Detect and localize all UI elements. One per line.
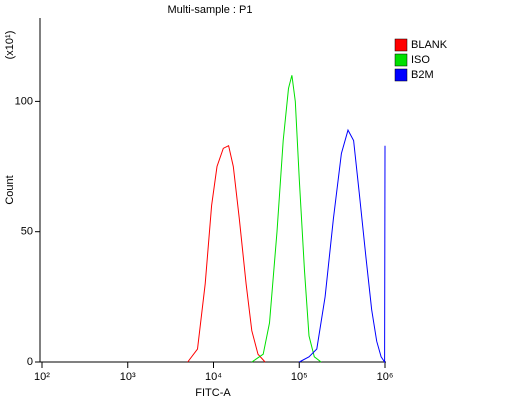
legend-swatch <box>394 68 408 82</box>
y-tick-label: 100 <box>15 95 33 107</box>
y-tick-label: 50 <box>21 226 33 238</box>
legend-swatch <box>394 38 408 52</box>
legend-label: ISO <box>411 54 430 66</box>
x-tick-label: 10⁴ <box>205 371 222 383</box>
x-tick-label: 10² <box>34 371 50 383</box>
series-line <box>187 144 266 363</box>
chart-title: Multi-sample : P1 <box>168 4 253 16</box>
legend-label: BLANK <box>411 39 448 51</box>
y-axis-unit: (x10¹) <box>4 31 16 60</box>
x-tick-label: 10⁵ <box>291 371 308 383</box>
y-tick-label: 0 <box>27 356 33 368</box>
y-axis-label: Count <box>4 175 16 204</box>
legend-label: B2M <box>411 69 434 81</box>
x-axis-label: FITC-A <box>195 387 231 399</box>
x-tick-label: 10⁶ <box>377 371 394 383</box>
series-line <box>251 75 322 363</box>
series-line <box>299 128 386 364</box>
legend-swatch <box>394 53 408 67</box>
x-tick-label: 10³ <box>120 371 136 383</box>
